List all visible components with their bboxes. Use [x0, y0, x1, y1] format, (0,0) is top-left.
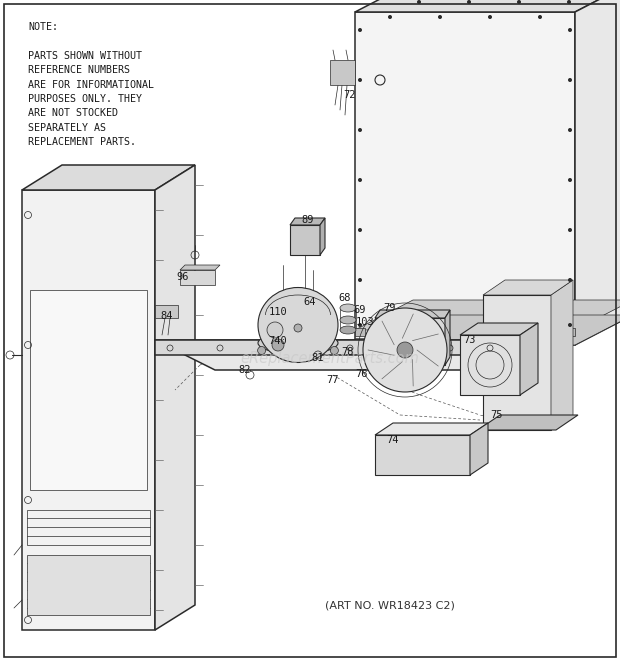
Circle shape	[358, 28, 362, 32]
Circle shape	[538, 15, 542, 19]
Polygon shape	[320, 218, 325, 255]
Polygon shape	[290, 218, 325, 225]
Circle shape	[358, 78, 362, 82]
Polygon shape	[470, 423, 488, 475]
Polygon shape	[155, 340, 510, 355]
Text: 73: 73	[464, 335, 476, 345]
Polygon shape	[22, 190, 155, 630]
Ellipse shape	[258, 288, 338, 362]
Polygon shape	[575, 0, 620, 345]
Circle shape	[438, 15, 442, 19]
Text: 77: 77	[327, 375, 339, 385]
Circle shape	[272, 339, 284, 351]
Circle shape	[568, 28, 572, 32]
Polygon shape	[330, 60, 355, 85]
Text: 64: 64	[304, 297, 316, 307]
Text: 96: 96	[177, 272, 189, 282]
Circle shape	[294, 324, 302, 332]
Polygon shape	[180, 270, 215, 285]
Polygon shape	[355, 328, 365, 336]
Text: 79: 79	[384, 303, 396, 313]
Circle shape	[567, 0, 571, 4]
Polygon shape	[375, 318, 445, 365]
Polygon shape	[30, 290, 147, 490]
Circle shape	[267, 322, 283, 338]
Circle shape	[330, 346, 339, 354]
Polygon shape	[355, 300, 620, 330]
Polygon shape	[355, 315, 620, 345]
Circle shape	[388, 15, 392, 19]
Ellipse shape	[258, 332, 338, 354]
Polygon shape	[375, 423, 488, 435]
Circle shape	[417, 0, 421, 4]
Circle shape	[358, 278, 362, 282]
Circle shape	[568, 178, 572, 182]
Text: 76: 76	[356, 369, 368, 379]
Polygon shape	[510, 340, 570, 385]
Circle shape	[358, 228, 362, 232]
Polygon shape	[565, 328, 575, 336]
Text: 72: 72	[343, 90, 356, 100]
Polygon shape	[551, 280, 573, 430]
Polygon shape	[180, 265, 220, 270]
Polygon shape	[22, 165, 195, 190]
Ellipse shape	[340, 304, 356, 312]
Polygon shape	[155, 305, 178, 318]
Polygon shape	[27, 555, 150, 615]
Circle shape	[258, 346, 265, 354]
Polygon shape	[155, 165, 195, 630]
Polygon shape	[460, 323, 538, 335]
Circle shape	[358, 323, 362, 327]
Circle shape	[363, 308, 447, 392]
Text: 74: 74	[387, 435, 399, 445]
Text: 68: 68	[339, 293, 352, 303]
Text: 78: 78	[342, 347, 354, 357]
Polygon shape	[445, 310, 450, 365]
Polygon shape	[483, 295, 551, 430]
Text: (ART NO. WR18423 C2): (ART NO. WR18423 C2)	[325, 600, 455, 610]
Text: 84: 84	[161, 311, 173, 321]
Polygon shape	[375, 435, 470, 475]
Text: 110: 110	[268, 307, 288, 317]
Circle shape	[568, 78, 572, 82]
Circle shape	[568, 228, 572, 232]
Text: 75: 75	[491, 410, 503, 420]
Polygon shape	[550, 328, 560, 336]
Polygon shape	[355, 12, 575, 345]
Text: 103: 103	[356, 317, 374, 327]
Ellipse shape	[340, 316, 356, 324]
Text: 89: 89	[302, 215, 314, 225]
Text: 740: 740	[268, 336, 288, 346]
Text: 82: 82	[239, 365, 251, 375]
Circle shape	[488, 15, 492, 19]
Polygon shape	[290, 225, 320, 255]
Circle shape	[358, 178, 362, 182]
Ellipse shape	[340, 326, 356, 334]
Circle shape	[517, 0, 521, 4]
Polygon shape	[460, 335, 520, 395]
Text: eReplacementParts.com: eReplacementParts.com	[241, 350, 420, 366]
Polygon shape	[478, 415, 578, 430]
Circle shape	[568, 278, 572, 282]
Circle shape	[358, 128, 362, 132]
Text: NOTE:

PARTS SHOWN WITHOUT
REFERENCE NUMBERS
ARE FOR INFORMATIONAL
PURPOSES ONLY: NOTE: PARTS SHOWN WITHOUT REFERENCE NUMB…	[28, 22, 154, 147]
Polygon shape	[355, 0, 620, 12]
Circle shape	[568, 128, 572, 132]
Circle shape	[397, 342, 413, 358]
Polygon shape	[370, 328, 380, 336]
Polygon shape	[483, 280, 573, 295]
Polygon shape	[155, 340, 570, 370]
Text: 69: 69	[354, 305, 366, 315]
Polygon shape	[520, 323, 538, 395]
Circle shape	[568, 323, 572, 327]
Polygon shape	[375, 310, 450, 318]
Text: 81: 81	[312, 353, 324, 363]
Circle shape	[467, 0, 471, 4]
